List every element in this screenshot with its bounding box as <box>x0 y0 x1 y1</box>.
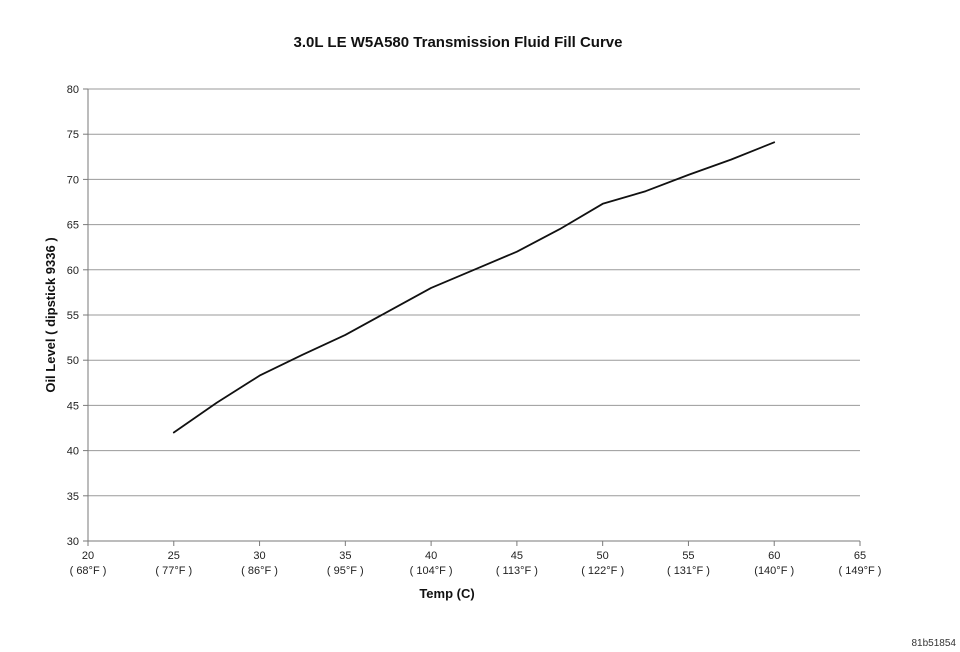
series-lines <box>172 141 776 434</box>
x-tick-sublabel-25: ( 77°F ) <box>155 565 192 577</box>
x-tick-sublabel-65: ( 149°F ) <box>839 565 882 577</box>
x-tick-label-50: 50 <box>597 550 609 562</box>
x-tick-labels: 20 ( 68°F ) 25 ( 77°F ) 30 ( 86°F ) 35 ( 95°F )… <box>70 550 882 577</box>
figure-id: 81b51854 <box>912 638 957 649</box>
x-tick-sublabel-55: ( 131°F ) <box>667 565 710 577</box>
series-line-1 <box>172 141 776 434</box>
x-tick-label-30: 30 <box>253 550 265 562</box>
x-tick-label-40: 40 <box>425 550 437 562</box>
x-tick-sublabel-45: ( 113°F ) <box>496 565 538 577</box>
y-axis-title: Oil Level ( dipstick 9336 ) <box>43 237 58 392</box>
x-tick-label-65: 65 <box>854 550 866 562</box>
chart-title: 3.0L LE W5A580 Transmission Fluid Fill C… <box>294 34 623 51</box>
gridlines <box>88 88 860 542</box>
y-tick-label-70: 70 <box>67 174 79 186</box>
y-tick-label-50: 50 <box>67 355 79 367</box>
x-tick-sublabel-20: ( 68°F ) <box>70 565 107 577</box>
x-axis-title: Temp (C) <box>419 586 474 601</box>
y-tick-label-80: 80 <box>67 84 79 96</box>
y-tick-label-55: 55 <box>67 310 79 322</box>
x-tick-label-60: 60 <box>768 550 780 562</box>
x-tick-label-55: 55 <box>682 550 694 562</box>
x-tick-sublabel-60: (140°F ) <box>754 565 794 577</box>
y-tick-label-30: 30 <box>67 536 79 548</box>
y-tick-labels: 30 35 40 45 50 55 60 65 70 75 80 <box>67 84 79 548</box>
x-tick-sublabel-40: ( 104°F ) <box>410 565 453 577</box>
x-tick-sublabel-50: ( 122°F ) <box>581 565 624 577</box>
y-tick-label-60: 60 <box>67 265 79 277</box>
x-tick-label-45: 45 <box>511 550 523 562</box>
y-tick-label-35: 35 <box>67 491 79 503</box>
y-tick-label-45: 45 <box>67 400 79 412</box>
x-tick-label-25: 25 <box>168 550 180 562</box>
axes <box>83 88 861 546</box>
y-tick-label-75: 75 <box>67 129 79 141</box>
x-tick-sublabel-30: ( 86°F ) <box>241 565 278 577</box>
y-tick-label-65: 65 <box>67 220 79 232</box>
x-tick-label-35: 35 <box>339 550 351 562</box>
y-tick-label-40: 40 <box>67 446 79 458</box>
x-tick-sublabel-35: ( 95°F ) <box>327 565 364 577</box>
x-tick-label-20: 20 <box>82 550 94 562</box>
